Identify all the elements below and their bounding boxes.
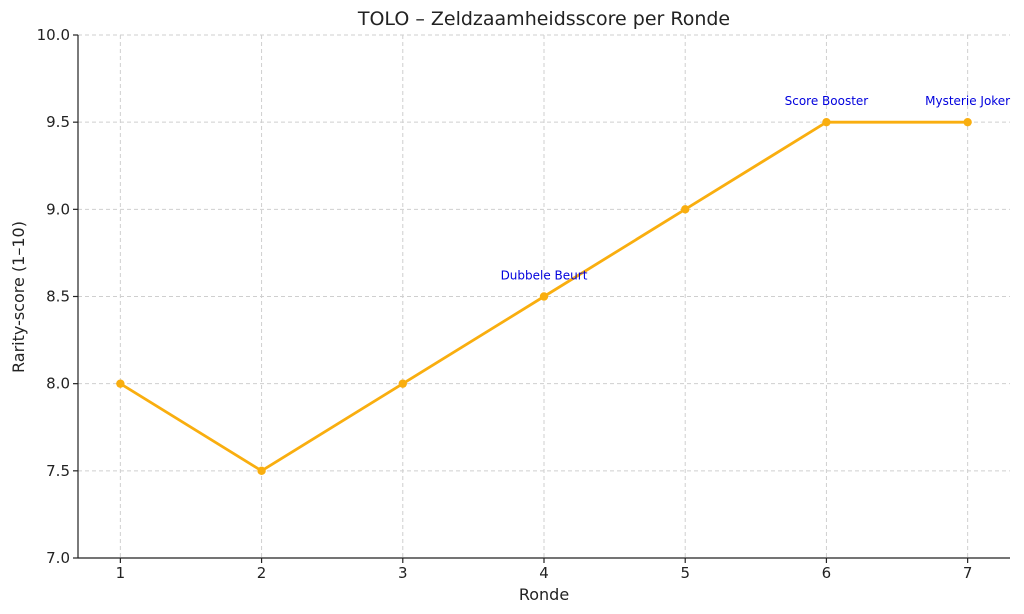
y-tick-label: 9.5 [46, 113, 70, 131]
data-point [681, 205, 690, 214]
y-axis-label: Rarity-score (1–10) [9, 221, 28, 373]
y-tick-label: 8.5 [46, 288, 70, 306]
chart-title: TOLO – Zeldzaamheidsscore per Ronde [357, 8, 730, 30]
ticks-layer: 1 2 3 4 5 6 7 7.0 7.5 8.0 8.5 9.0 9.5 10.0 [37, 26, 973, 582]
y-tick-label: 10.0 [37, 26, 70, 44]
x-tick-label: 2 [257, 564, 267, 582]
data-point [398, 379, 407, 388]
x-axis-label: Ronde [519, 585, 569, 604]
x-tick-label: 1 [116, 564, 126, 582]
series-layer [116, 117, 972, 476]
data-point [822, 117, 831, 127]
x-tick-label: 4 [539, 564, 549, 582]
y-tick-label: 9.0 [46, 200, 70, 218]
y-tick-label: 8.0 [46, 375, 70, 393]
data-point [116, 379, 125, 388]
annotation-label: Dubbele Beurt [501, 269, 588, 283]
x-tick-label: 5 [680, 564, 690, 582]
data-point [963, 117, 972, 127]
x-tick-label: 3 [398, 564, 408, 582]
x-tick-label: 6 [822, 564, 832, 582]
x-tick-label: 7 [963, 564, 973, 582]
data-point [257, 466, 266, 476]
annotation-label: Score Booster [785, 94, 869, 108]
y-tick-label: 7.0 [46, 549, 70, 567]
y-tick-label: 7.5 [46, 462, 70, 480]
data-point [539, 292, 549, 301]
annotation-layer: Dubbele Beurt Score Booster Mysterie Joker [501, 94, 1011, 282]
annotation-label: Mysterie Joker [925, 94, 1010, 108]
